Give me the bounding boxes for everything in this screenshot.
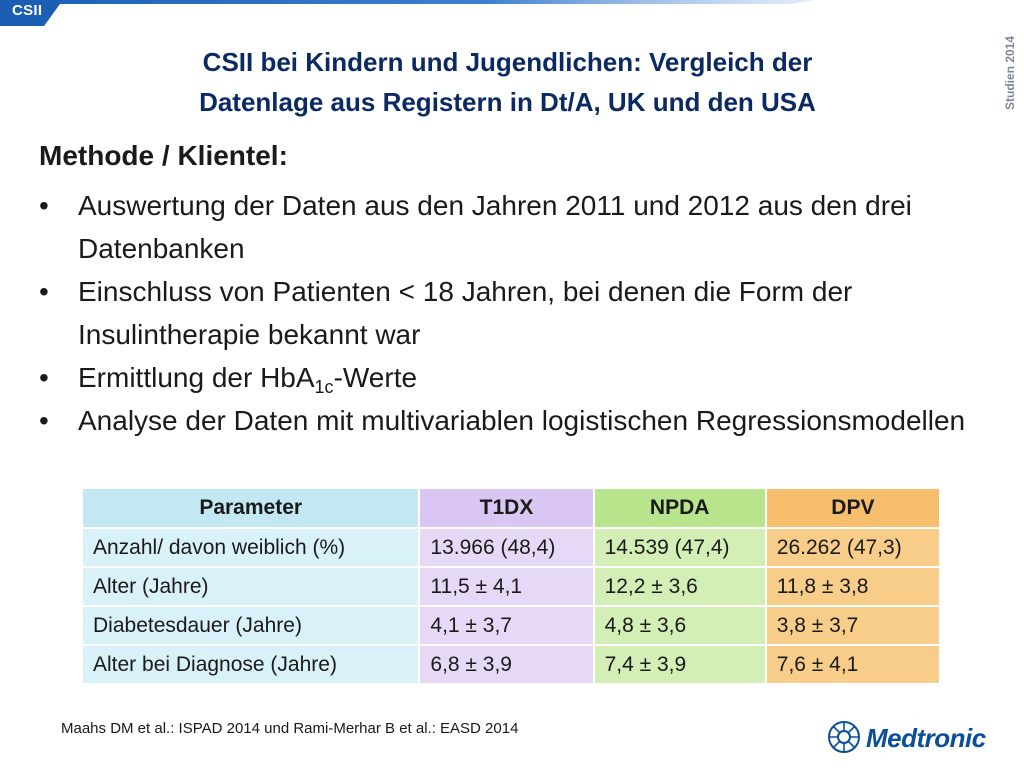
table-cell: 14.539 (47,4) (592, 527, 767, 568)
medtronic-logo-icon (828, 721, 860, 753)
table-row: Diabetesdauer (Jahre) 4,1 ± 3,7 4,8 ± 3,… (80, 605, 942, 646)
slide-title: CSII bei Kindern und Jugendlichen: Vergl… (40, 42, 975, 122)
table-cell: Alter (Jahre) (80, 566, 421, 607)
table-row: Alter bei Diagnose (Jahre) 6,8 ± 3,9 7,4… (80, 644, 942, 685)
table-cell: Alter bei Diagnose (Jahre) (80, 644, 421, 685)
bullet-item: Ermittlung der HbA1c-Werte (39, 356, 979, 399)
table-row: Anzahl/ davon weiblich (%) 13.966 (48,4)… (80, 527, 942, 568)
bullet-item: Analyse der Daten mit multivariablen log… (39, 399, 979, 442)
bullet-text: Ermittlung der HbA (78, 362, 315, 393)
table-cell: 7,4 ± 3,9 (592, 644, 767, 685)
table-cell: 12,2 ± 3,6 (592, 566, 767, 607)
bullet-list: Auswertung der Daten aus den Jahren 2011… (39, 184, 979, 442)
column-header-t1dx: T1DX (418, 487, 595, 529)
table-header-row: Parameter T1DX NPDA DPV (80, 487, 942, 529)
table-cell: 13.966 (48,4) (418, 527, 595, 568)
table-cell: Anzahl/ davon weiblich (%) (80, 527, 421, 568)
table-cell: 4,8 ± 3,6 (592, 605, 767, 646)
table-cell: 4,1 ± 3,7 (418, 605, 595, 646)
slide-title-line-2: Datenlage aus Registern in Dt/A, UK und … (199, 87, 816, 117)
medtronic-logo: Medtronic (826, 719, 1006, 757)
bullet-item: Auswertung der Daten aus den Jahren 2011… (39, 184, 979, 270)
section-tab: CSII (12, 2, 43, 19)
comparison-table: Parameter T1DX NPDA DPV Anzahl/ davon we… (80, 487, 942, 685)
section-heading: Methode / Klientel: (39, 140, 288, 171)
slide-title-line-1: CSII bei Kindern und Jugendlichen: Vergl… (202, 47, 813, 77)
column-header-npda: NPDA (592, 487, 767, 529)
table-cell: 26.262 (47,3) (764, 527, 942, 568)
table-cell: 11,5 ± 4,1 (418, 566, 595, 607)
table-cell: Diabetesdauer (Jahre) (80, 605, 421, 646)
header-banner (0, 0, 815, 30)
table-cell: 3,8 ± 3,7 (764, 605, 942, 646)
vertical-side-label: Studien 2014 (1003, 35, 1017, 110)
table-cell: 6,8 ± 3,9 (418, 644, 595, 685)
bullet-item: Einschluss von Patienten < 18 Jahren, be… (39, 270, 979, 356)
banner-shape (0, 0, 815, 26)
bullet-text: -Werte (333, 362, 418, 393)
table-row: Alter (Jahre) 11,5 ± 4,1 12,2 ± 3,6 11,8… (80, 566, 942, 607)
column-header-parameter: Parameter (80, 487, 421, 529)
table-cell: 7,6 ± 4,1 (764, 644, 942, 685)
medtronic-wordmark: Medtronic (866, 723, 986, 753)
table-cell: 11,8 ± 3,8 (764, 566, 942, 607)
column-header-dpv: DPV (764, 487, 942, 529)
subscript-text: 1c (314, 377, 334, 397)
citation-text: Maahs DM et al.: ISPAD 2014 und Rami-Mer… (61, 720, 519, 737)
